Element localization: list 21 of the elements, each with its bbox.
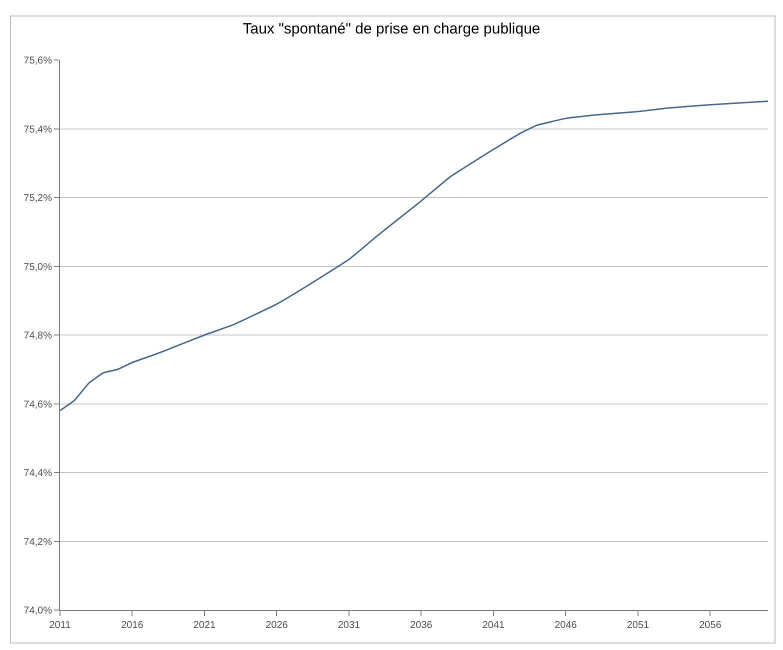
x-tick-label: 2051 [626, 620, 650, 631]
x-tick-label: 2056 [699, 620, 722, 631]
y-tick-label: 74,2% [24, 536, 52, 548]
y-tick-label: 74,6% [24, 399, 52, 410]
y-tick-label: 75,6% [24, 56, 52, 66]
y-tick-label: 75,2% [24, 193, 52, 204]
x-tick-label: 2041 [482, 620, 506, 631]
x-tick-label: 2021 [193, 620, 216, 631]
chart-title: Taux "spontané" de prise en charge publique [242, 20, 540, 38]
y-tick-label: 75,4% [24, 124, 52, 136]
x-tick-label: 2026 [266, 620, 288, 631]
x-tick-label: 2011 [49, 620, 72, 631]
y-tick-label: 75,0% [24, 262, 52, 273]
x-tick-label: 2036 [410, 620, 433, 631]
y-tick-label: 74,0% [24, 606, 52, 616]
x-tick-label: 2046 [554, 620, 578, 631]
line-series [60, 100, 768, 412]
y-tick-label: 74,8% [24, 330, 52, 342]
x-tick-label: 2016 [121, 620, 144, 631]
y-tick-label: 74,4% [24, 468, 52, 479]
x-tick-label: 2031 [338, 620, 361, 631]
